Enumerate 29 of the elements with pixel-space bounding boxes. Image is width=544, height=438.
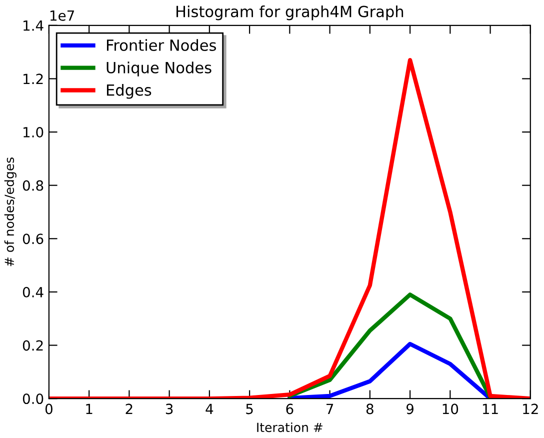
- legend-label: Unique Nodes: [106, 62, 212, 76]
- y-tick-label: 1.4: [24, 20, 44, 31]
- line-series: [288, 292, 492, 399]
- x-axis-title: Iteration #: [257, 422, 322, 432]
- legend-label: Frontier Nodes: [106, 39, 216, 51]
- y-tick-label: 0.6: [22, 234, 44, 244]
- x-tick-label: 12: [523, 404, 538, 414]
- x-tick-label: 1: [86, 404, 92, 414]
- y-tick-label: 1.2: [24, 74, 43, 84]
- x-tick-label: 11: [482, 404, 498, 414]
- x-tick-label: 2: [126, 404, 132, 414]
- y-tick-label: 0.2: [22, 340, 43, 351]
- x-tick-label: 5: [246, 404, 253, 414]
- y-tick-label: 0.0: [22, 394, 44, 404]
- x-tick-label: 7: [326, 404, 334, 414]
- x-tick-label: 9: [406, 404, 414, 414]
- x-tick-label: 4: [206, 404, 214, 414]
- y-tick-label: 0.8: [22, 180, 44, 191]
- x-tick-label: 8: [366, 404, 374, 414]
- y-axis-title: # of nodes/edges: [4, 158, 16, 266]
- text: 1e7: [50, 10, 74, 21]
- x-tick-label: 0: [45, 404, 52, 414]
- chart-title: Histogram for graph4M Graph: [176, 5, 404, 20]
- x-tick-label: 6: [286, 404, 294, 414]
- x-tick-label: 10: [442, 404, 458, 414]
- legend-label: Edges: [106, 84, 152, 99]
- x-tick-label: 3: [166, 404, 173, 414]
- y-tick-label: 0.4: [22, 286, 44, 298]
- y-tick-label: 1.0: [24, 126, 44, 138]
